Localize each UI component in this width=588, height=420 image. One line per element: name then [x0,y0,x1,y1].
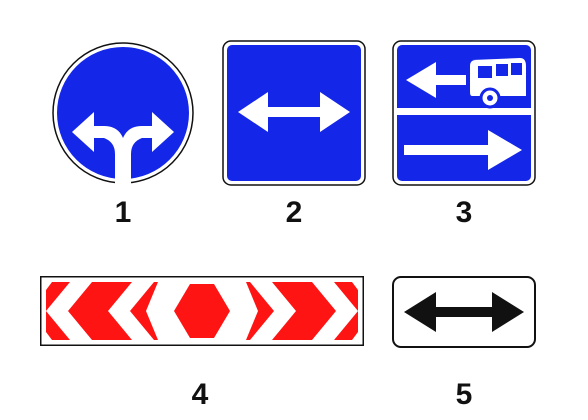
left-right-arrows-sign-icon [222,40,366,186]
sign-number-4: 4 [191,378,209,411]
two-way-arrow-plate-icon [392,276,536,348]
sign-number-2: 2 [285,196,303,229]
bus-lane-sign-icon [392,40,536,186]
chevron-direction-board-icon [40,276,364,346]
sign-number-5: 5 [455,378,473,411]
go-left-or-right-sign-icon [52,42,194,184]
sign-number-1: 1 [114,196,132,229]
sign-number-3: 3 [455,196,473,229]
